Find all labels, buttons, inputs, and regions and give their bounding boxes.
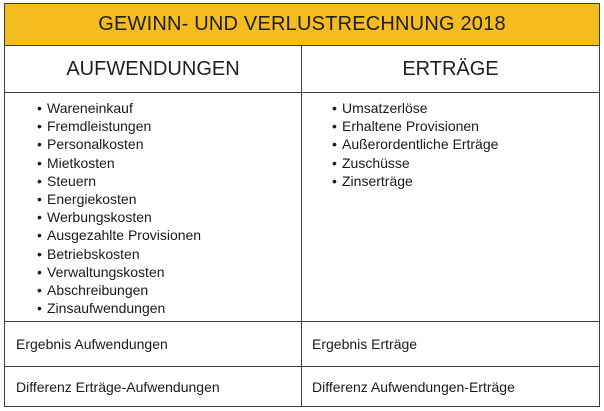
list-item: • Verwaltungskosten [37, 263, 201, 281]
result-row: Ergebnis Aufwendungen Ergebnis Erträge [5, 322, 599, 367]
bullet-icon: • [37, 100, 42, 116]
bullet-icon: • [37, 245, 42, 262]
list-item-label: Zuschüsse [342, 154, 410, 171]
profit-loss-table: GEWINN- UND VERLUSTRECHNUNG 2018 AUFWEND… [4, 3, 600, 407]
items-row: • Wareneinkauf • Fremdleistungen • Personalko… [5, 93, 599, 322]
list-item-label: Personalkosten [47, 136, 144, 153]
list-item: • Personalkosten [37, 135, 201, 153]
bullet-icon: • [37, 136, 42, 153]
differenz-aufwendungen-ertraege: Differenz Aufwendungen-Erträge [312, 379, 515, 395]
bullet-icon: • [332, 136, 337, 153]
list-item: • Mietkosten [37, 154, 201, 172]
table-title: GEWINN- UND VERLUSTRECHNUNG 2018 [5, 4, 599, 46]
list-item-label: Steuern [47, 172, 97, 189]
list-item: • Außerordentliche Erträge [332, 135, 498, 153]
bullet-icon: • [37, 154, 42, 171]
list-item: • Zuschüsse [332, 154, 498, 172]
differenz-ertraege-aufwendungen: Differenz Erträge-Aufwendungen [5, 367, 302, 407]
bullet-icon: • [37, 172, 42, 189]
ertraege-list: • Umsatzerlöse • Erhaltene Provisionen • Auße… [332, 99, 498, 190]
ergebnis-ertraege: Ergebnis Erträge [312, 336, 418, 352]
difference-row: Differenz Erträge-Aufwendungen Differenz… [5, 367, 599, 407]
list-item-label: Werbungskosten [47, 209, 152, 226]
bullet-icon: • [37, 300, 42, 317]
list-item: • Zinserträge [332, 172, 498, 190]
column-header-row: AUFWENDUNGEN ERTRÄGE [5, 46, 599, 93]
bullet-icon: • [37, 227, 42, 244]
list-item: • Wareneinkauf [37, 99, 201, 117]
bullet-icon: • [332, 118, 337, 135]
list-item: • Abschreibungen [37, 281, 201, 299]
list-item: • Betriebskosten [37, 245, 201, 263]
list-item: • Energiekosten [37, 190, 201, 208]
list-item-label: Außerordentliche Erträge [342, 136, 499, 153]
list-item-label: Fremdleistungen [47, 118, 152, 135]
bullet-icon: • [332, 154, 337, 171]
list-item-label: Mietkosten [47, 154, 115, 171]
bullet-icon: • [37, 191, 42, 208]
list-item: • Steuern [37, 172, 201, 190]
ergebnis-aufwendungen: Ergebnis Aufwendungen [5, 322, 302, 366]
list-item-label: Ausgezahlte Provisionen [47, 227, 202, 244]
list-item-label: Abschreibungen [47, 282, 149, 299]
bullet-icon: • [332, 172, 337, 189]
list-item: • Fremdleistungen [37, 117, 201, 135]
list-item-label: Zinserträge [342, 172, 413, 189]
list-item-label: Zinsaufwendungen [47, 300, 166, 317]
bullet-icon: • [37, 282, 42, 299]
ertraege-header: ERTRÄGE [402, 57, 499, 80]
list-item: • Zinsaufwendungen [37, 299, 201, 317]
aufwendungen-cell: • Wareneinkauf • Fremdleistungen • Personalko… [5, 93, 302, 321]
list-item: • Umsatzerlöse [332, 99, 498, 117]
list-item: • Ausgezahlte Provisionen [37, 226, 201, 244]
list-item-label: Energiekosten [47, 191, 137, 208]
list-item-label: Verwaltungskosten [47, 263, 165, 280]
list-item-label: Erhaltene Provisionen [342, 118, 479, 135]
list-item-label: Betriebskosten [47, 245, 140, 262]
list-item-label: Umsatzerlöse [342, 100, 428, 116]
bullet-icon: • [332, 100, 337, 116]
ertraege-cell: • Umsatzerlöse • Erhaltene Provisionen • Auße… [302, 93, 599, 321]
bullet-icon: • [37, 118, 42, 135]
bullet-icon: • [37, 209, 42, 226]
aufwendungen-list: • Wareneinkauf • Fremdleistungen • Personalko… [37, 99, 201, 317]
list-item: • Werbungskosten [37, 208, 201, 226]
bullet-icon: • [37, 263, 42, 280]
aufwendungen-header: AUFWENDUNGEN [5, 46, 302, 92]
list-item: • Erhaltene Provisionen [332, 117, 498, 135]
list-item-label: Wareneinkauf [47, 100, 133, 116]
